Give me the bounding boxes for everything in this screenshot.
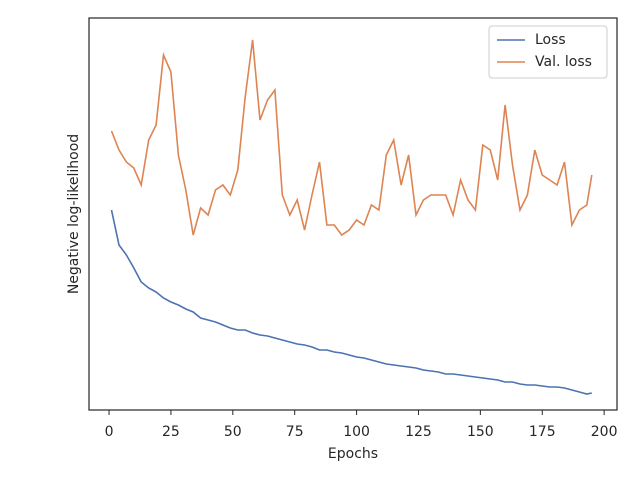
x-tick-label: 0 [105, 424, 114, 440]
legend-label: Val. loss [535, 54, 592, 70]
line-series [110, 209, 592, 395]
y-axis-label: Negative log-likelihood [66, 134, 82, 294]
x-tick-label: 50 [224, 424, 242, 440]
line-series [110, 39, 593, 237]
x-tick-label: 200 [591, 424, 618, 440]
x-tick-label: 150 [467, 424, 494, 440]
legend-label: Loss [535, 32, 566, 48]
axes-frame [88, 17, 618, 411]
x-tick-label: 125 [405, 424, 432, 440]
x-axis-label: Epochs [328, 446, 378, 462]
x-tick-label: 75 [286, 424, 304, 440]
x-tick-label: 25 [162, 424, 180, 440]
legend-box [488, 25, 608, 79]
x-tick-label: 100 [343, 424, 370, 440]
x-tick-label: 175 [529, 424, 556, 440]
